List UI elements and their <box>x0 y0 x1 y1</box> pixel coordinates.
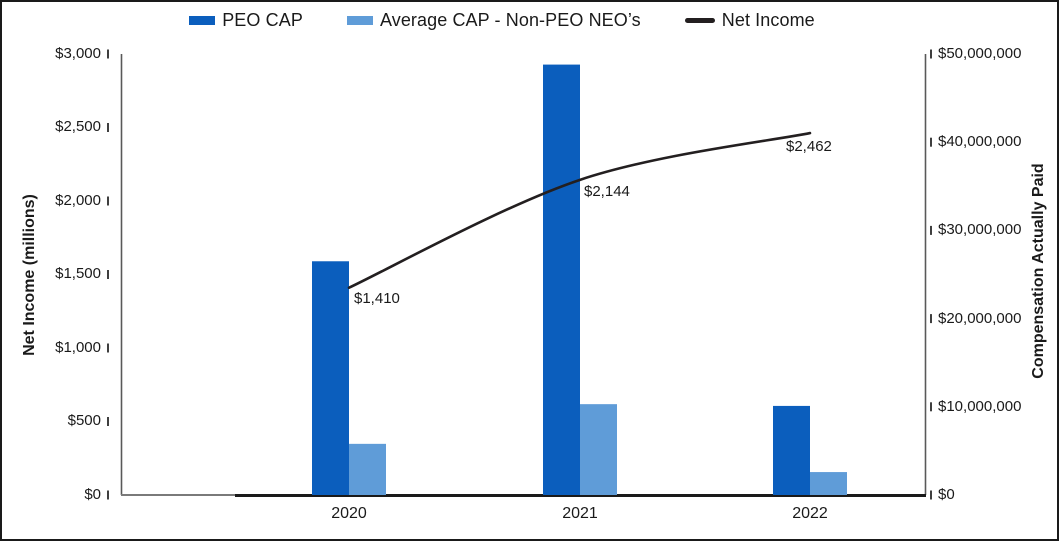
category-label-2020: 2020 <box>331 505 367 522</box>
left-axis-tick-label: $1,500 <box>55 265 101 282</box>
legend-label-peo-cap: PEO CAP <box>222 10 303 30</box>
legend-label-net-income: Net Income <box>721 10 815 30</box>
net-income-point-label-2022: $2,462 <box>786 138 832 155</box>
right-axis-tick-label: $10,000,000 <box>938 398 1022 415</box>
right-axis-tick-label: $30,000,000 <box>938 221 1022 238</box>
right-axis-title: Compensation Actually Paid <box>1030 163 1047 379</box>
net-income-point-label-2021: $2,144 <box>584 183 630 200</box>
right-axis-tick-label: $0 <box>938 486 955 503</box>
average-cap-swatch-icon <box>346 16 373 25</box>
bar-peo-cap-2020 <box>312 261 349 495</box>
right-axis-tick-label: $20,000,000 <box>938 310 1022 327</box>
legend-label-average-cap: Average CAP - Non-PEO NEO’s <box>379 10 641 30</box>
category-label-2021: 2021 <box>562 505 598 522</box>
category-label-2022: 2022 <box>792 505 828 522</box>
left-axis-tick-label: $500 <box>67 412 101 429</box>
left-axis-tick-label: $3,000 <box>55 45 101 62</box>
left-axis-tick-label: $2,000 <box>55 192 101 209</box>
bar-peo-cap-2022 <box>773 405 810 495</box>
legend-item-peo-cap: PEO CAP <box>189 10 303 31</box>
bar-peo-cap-2021 <box>543 64 580 496</box>
net-income-line <box>347 131 812 290</box>
bar-average-cap-2020 <box>349 443 386 495</box>
left-axis-title: Net Income (millions) <box>21 194 38 356</box>
left-axis-tick-label: $1,000 <box>55 339 101 356</box>
right-axis-tick-label: $50,000,000 <box>938 45 1022 62</box>
net-income-point-label-2020: $1,410 <box>354 290 400 307</box>
right-axis-tick-label: $40,000,000 <box>938 133 1022 150</box>
legend: PEO CAP Average CAP - Non-PEO NEO’s Net … <box>2 10 1002 31</box>
left-axis-tick-label: $0 <box>84 486 101 503</box>
legend-item-average-cap: Average CAP - Non-PEO NEO’s <box>346 10 641 31</box>
net-income-swatch-icon <box>684 18 715 23</box>
peo-cap-swatch-icon <box>189 16 216 25</box>
bar-average-cap-2021 <box>580 404 617 495</box>
left-axis-tick-label: $2,500 <box>55 118 101 135</box>
bar-average-cap-2022 <box>810 472 847 495</box>
legend-item-net-income: Net Income <box>684 10 815 31</box>
